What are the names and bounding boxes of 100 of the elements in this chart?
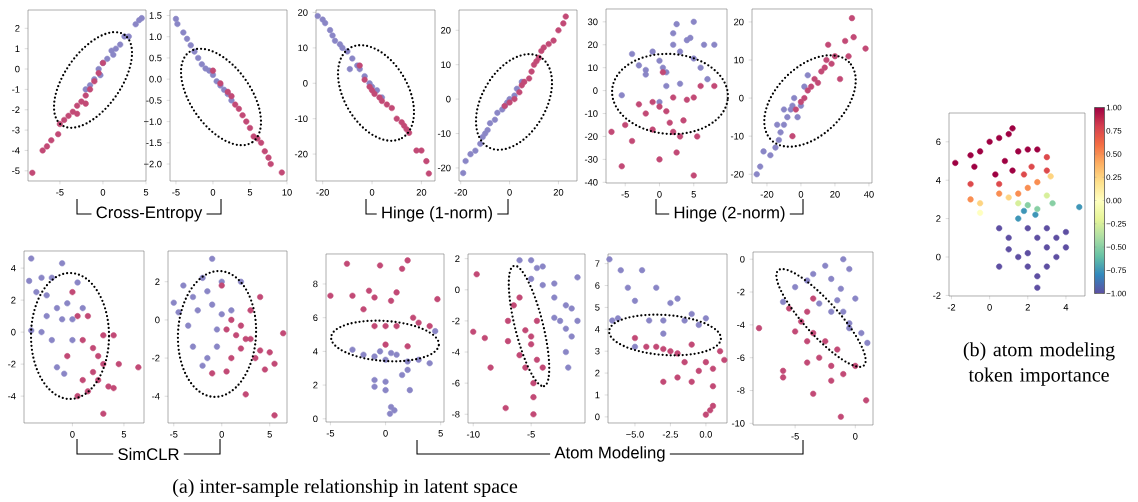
y-tick-label: 4 xyxy=(594,326,600,333)
y-tick-label: 4 xyxy=(10,264,16,272)
x-tick-label: -2.5 xyxy=(662,431,679,438)
y-tick-label: 6 xyxy=(936,138,941,146)
y-tick-label: 7 xyxy=(595,260,600,267)
y-tick-label: 2 xyxy=(11,296,16,304)
x-tick-label: -5 xyxy=(621,191,629,198)
y-tick-label: 2 xyxy=(455,255,460,262)
y-tick-label: 0 xyxy=(15,65,20,73)
y-tick-label: 0 xyxy=(455,286,460,294)
x-tick-label: 0 xyxy=(70,431,75,438)
y-tick-label: -4 xyxy=(737,321,745,329)
x-tick-label: 10 xyxy=(282,189,292,196)
text: (a) inter-sample relationship in latent space xyxy=(173,478,518,498)
x-tick-label: 0 xyxy=(100,189,106,196)
x-tick-label: 0 xyxy=(369,189,375,196)
text: Cross-Entropy xyxy=(96,206,203,222)
y-tick-label: -6 xyxy=(737,354,745,361)
color-bar-label: −1.00 xyxy=(1106,290,1127,297)
y-tick-label: -20 xyxy=(730,170,744,178)
y-tick-label: 30 xyxy=(587,18,598,26)
y-tick-label: -10 xyxy=(730,132,744,140)
y-tick-label: 2 xyxy=(155,278,160,285)
y-tick-label: 3 xyxy=(595,347,600,355)
x-tick-label: 0 xyxy=(798,191,804,198)
x-tick-label: -5 xyxy=(791,433,799,440)
y-tick-label: 1.5 xyxy=(149,12,162,19)
y-tick-label: -4 xyxy=(452,348,460,356)
y-tick-label: 2 xyxy=(313,381,318,389)
text: Hinge (1-norm) xyxy=(382,206,492,222)
color-bar-label: −0.75 xyxy=(1106,267,1127,274)
x-tick-label: -5 xyxy=(527,431,535,438)
x-tick-label: 40 xyxy=(863,191,874,198)
text: (b) atom modeling token importance xyxy=(963,342,1115,386)
y-tick-label: -1.5 xyxy=(146,139,162,147)
y-tick-label: 20 xyxy=(298,9,308,16)
x-tick-label: 20 xyxy=(553,189,564,196)
y-tick-label: -4 xyxy=(152,393,160,400)
color-bar-label: 0.75 xyxy=(1106,127,1122,134)
x-tick-label: -10 xyxy=(466,431,480,438)
y-tick-label: 0 xyxy=(446,95,451,103)
y-tick-label: 2 xyxy=(15,25,20,32)
y-tick-label: -10 xyxy=(584,110,598,117)
x-tick-label: 5 xyxy=(121,431,127,438)
y-tick-label: 4 xyxy=(312,348,318,355)
y-tick-label: 10 xyxy=(734,56,744,64)
x-tick-label: 2 xyxy=(1025,304,1030,311)
x-tick-label: 0 xyxy=(657,191,662,198)
y-tick-label: 20 xyxy=(734,18,744,26)
x-tick-label: -5 xyxy=(172,189,180,196)
x-tick-label: 20 xyxy=(830,191,840,198)
y-tick-label: -1 xyxy=(12,86,20,93)
x-tick-label: 0 xyxy=(210,189,216,196)
y-tick-label: 10 xyxy=(441,61,451,68)
y-tick-label: -10 xyxy=(294,115,308,122)
x-tick-label: -5 xyxy=(170,431,178,438)
text: Hinge (2-norm) xyxy=(674,206,785,222)
y-tick-label: 0 xyxy=(740,255,745,263)
x-tick-label: 0 xyxy=(987,304,992,311)
color-bar-label: 0.25 xyxy=(1106,174,1122,181)
color-bar-label: −0.50 xyxy=(1106,244,1127,250)
y-tick-label: -3 xyxy=(12,126,20,134)
y-tick-label: -40 xyxy=(584,179,598,186)
y-tick-label: -4 xyxy=(8,392,16,400)
x-tick-label: 0.0 xyxy=(699,431,713,438)
y-tick-label: 0 xyxy=(593,87,598,94)
y-tick-label: 0 xyxy=(303,79,308,87)
y-tick-label: -2 xyxy=(452,317,460,325)
y-tick-label: 2 xyxy=(936,215,941,222)
color-bar-label: 0.50 xyxy=(1106,151,1122,157)
text: SimCLR xyxy=(118,447,179,461)
y-tick-label: 4 xyxy=(935,177,941,184)
y-tick-label: -30 xyxy=(584,156,598,163)
x-tick-label: -5 xyxy=(56,189,64,196)
color-bar-label: 1.00 xyxy=(1106,104,1122,111)
y-tick-label: -2 xyxy=(12,106,20,114)
y-tick-label: -2 xyxy=(8,360,16,368)
x-tick-label: 0 xyxy=(219,431,224,438)
y-tick-label: -8 xyxy=(452,410,460,418)
y-tick-label: -2 xyxy=(152,354,160,362)
y-tick-label: 8 xyxy=(313,280,318,288)
x-tick-label: 20 xyxy=(416,189,427,196)
y-tick-label: 1 xyxy=(15,45,20,52)
y-tick-label: 10 xyxy=(298,44,308,52)
y-tick-label: 10 xyxy=(588,64,598,71)
x-tick-label: −5.0 xyxy=(626,431,644,438)
y-tick-label: 0 xyxy=(595,413,600,421)
y-tick-label: -20 xyxy=(294,150,308,158)
color-bar-label: 0.00 xyxy=(1106,197,1122,204)
text: Atom Modeling xyxy=(554,446,665,462)
y-tick-label: -0.5 xyxy=(146,97,162,104)
color-bar-label: −0.25 xyxy=(1106,220,1127,227)
x-tick-label: -2 xyxy=(947,304,956,311)
y-tick-label: 0.0 xyxy=(149,75,162,83)
y-tick-label: -2 xyxy=(737,288,745,296)
y-tick-label: 6 xyxy=(313,314,318,321)
x-tick-label: 4 xyxy=(1063,304,1069,311)
x-tick-label: -5 xyxy=(326,430,335,437)
y-tick-label: -8 xyxy=(737,387,745,394)
y-tick-label: −1.0 xyxy=(144,118,162,125)
